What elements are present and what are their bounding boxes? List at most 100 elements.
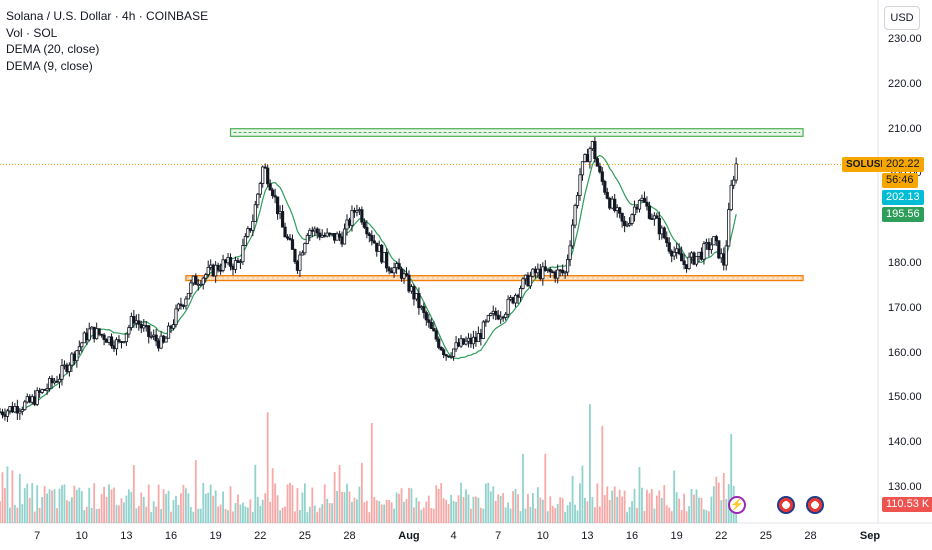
candle-body (159, 335, 163, 349)
candle-body (563, 271, 567, 274)
volume-bar (318, 507, 321, 523)
x-tick-label: 19 (670, 530, 683, 542)
candle-body (261, 166, 265, 184)
candle-body (672, 251, 676, 257)
candle-body (573, 205, 577, 226)
candle-body (166, 325, 171, 339)
volume-bar (338, 464, 341, 523)
candle-body (248, 228, 252, 231)
candle-body (521, 278, 525, 289)
candle-body (439, 347, 443, 351)
candle-body (623, 220, 627, 226)
volume-bar (405, 498, 408, 523)
volume-bar (167, 490, 170, 523)
volume-bar (574, 504, 576, 523)
candle-body (486, 315, 490, 322)
candle-body (310, 229, 314, 232)
candle-body (660, 227, 664, 235)
candle-body (288, 237, 292, 241)
candle-body (95, 328, 99, 340)
candle-body (181, 305, 186, 307)
volume-bar (655, 495, 658, 523)
legend-dema-20: DEMA (20, close) (6, 42, 100, 56)
candle-body (280, 211, 285, 228)
volume-bar (489, 491, 492, 523)
candle-body (516, 294, 520, 298)
volume-bar (316, 512, 319, 523)
candle-body (137, 320, 141, 325)
candle-body (561, 269, 565, 274)
us-flag-event-icon[interactable] (777, 496, 795, 514)
candle-body (531, 268, 535, 277)
candle-body (588, 148, 592, 163)
candle-body (345, 219, 349, 230)
us-flag-event-icon[interactable] (806, 496, 824, 514)
volume-bar (358, 486, 361, 523)
candle-body (377, 244, 381, 252)
volume-bar (504, 507, 507, 523)
candle-body (10, 406, 14, 413)
candle-body (191, 275, 195, 284)
volume-bar (551, 505, 554, 523)
volume-bar (435, 485, 438, 523)
candle-body (536, 268, 540, 274)
candle-body (459, 338, 463, 347)
volume-bar (427, 495, 430, 523)
volume-bar (147, 484, 150, 523)
volume-bar (703, 509, 705, 523)
candle-body (3, 414, 7, 417)
volume-bar (422, 507, 425, 523)
candle-body (216, 264, 220, 271)
candle-body (362, 221, 366, 228)
volume-bar (462, 496, 465, 523)
volume-bar (554, 507, 557, 523)
volume-bar (199, 508, 202, 523)
volume-bar (170, 511, 172, 523)
volume-bar (341, 491, 343, 523)
candle-body (593, 141, 597, 159)
volume-bar (323, 484, 326, 523)
candle-body (295, 261, 300, 271)
volume-bar (175, 495, 177, 523)
volume-bar (380, 504, 383, 523)
y-tick-label: 230.00 (888, 33, 922, 45)
volume-bar (212, 495, 215, 523)
volume-bar (447, 503, 450, 523)
candle-body (605, 191, 609, 199)
volume-bar (0, 501, 1, 523)
candle-body (625, 224, 629, 227)
currency-button[interactable]: USD (884, 6, 920, 30)
candle-body (632, 206, 637, 216)
volume-bar (596, 483, 599, 523)
candle-body (665, 237, 669, 244)
candle-body (201, 277, 205, 285)
volume-bar (564, 511, 567, 523)
volume-bar (197, 508, 200, 523)
candle-body (43, 389, 47, 391)
candle-body (729, 184, 733, 210)
candle-body (139, 323, 143, 329)
volume-bar (519, 511, 522, 523)
candle-body (484, 320, 488, 323)
candle-body (442, 349, 446, 356)
volume-bar (710, 496, 713, 523)
volume-bar (326, 498, 329, 523)
volume-bar (162, 489, 165, 523)
countdown-tag: 56:46 (882, 173, 918, 188)
volume-bar (100, 494, 103, 523)
candle-body (342, 228, 347, 245)
candle-body (437, 338, 441, 348)
volume-bar (244, 506, 247, 523)
candle-body (694, 255, 699, 265)
volume-bar (465, 489, 467, 523)
volume-bar (93, 483, 96, 523)
candle-body (675, 248, 679, 253)
candle-body (102, 334, 106, 340)
candle-body (132, 316, 136, 324)
volume-bar (648, 493, 651, 523)
volume-bar (311, 487, 314, 523)
lightning-event-icon[interactable]: ⚡ (728, 496, 746, 514)
candle-body (360, 209, 364, 223)
volume-bar (598, 506, 601, 523)
